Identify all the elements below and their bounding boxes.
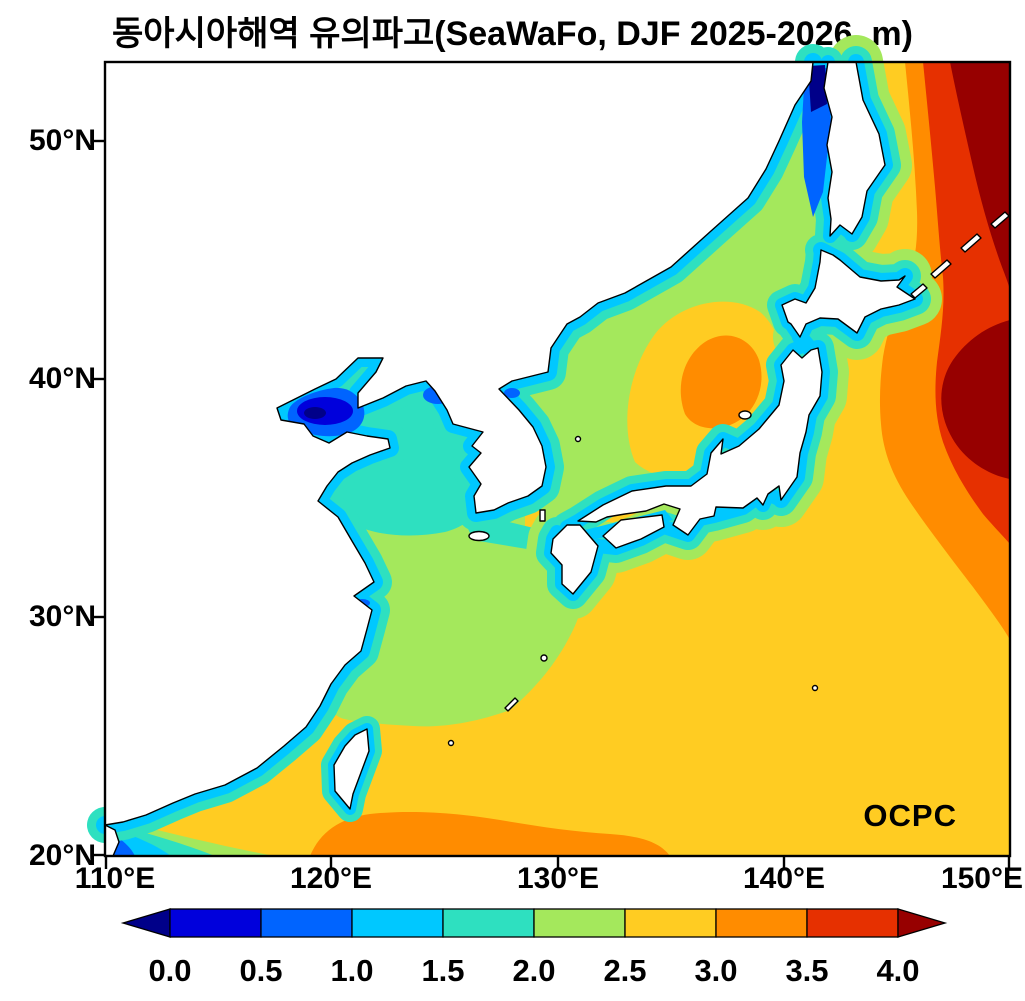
contour-bohai-navy bbox=[304, 407, 326, 419]
colorbar-labels: 0.0 0.5 1.0 1.5 2.0 2.5 3.0 3.5 4.0 bbox=[148, 953, 919, 988]
contour-amur-navy bbox=[808, 65, 827, 112]
land-sakhalin bbox=[823, 61, 886, 237]
colorbar-seg-3.5-4.0 bbox=[806, 908, 899, 938]
contour-ecs-green bbox=[318, 501, 586, 727]
colorbar-arrow-left bbox=[120, 908, 171, 938]
x-tick-label-110e: 110°E bbox=[74, 862, 156, 895]
contour-maroon-corner bbox=[950, 62, 1010, 292]
contour-japansea-orange-core bbox=[680, 335, 762, 429]
colorbar: 0.0 0.5 1.0 1.5 2.0 2.5 3.0 3.5 4.0 bbox=[120, 908, 948, 988]
colorbar-seg-0.0-0.5 bbox=[169, 908, 262, 938]
land-kuril-1 bbox=[910, 283, 928, 299]
colorbar-label-1.0: 1.0 bbox=[330, 953, 373, 988]
colorbar-arrow-right bbox=[897, 908, 948, 938]
land-hokkaido bbox=[781, 249, 916, 338]
colorbar-seg-3.0-3.5 bbox=[715, 908, 808, 938]
contour-maroon-blob bbox=[941, 320, 1010, 479]
landmasses bbox=[104, 61, 1010, 857]
colorbar-seg-1.5-2.0 bbox=[442, 908, 535, 938]
colorbar-seg-2.5-3.0 bbox=[624, 908, 717, 938]
y-tick-label-50n: 50°N bbox=[28, 124, 96, 157]
colorbar-label-0.5: 0.5 bbox=[239, 953, 282, 988]
land-honshu bbox=[577, 347, 823, 536]
land-taiwan bbox=[333, 728, 370, 810]
land-sado bbox=[738, 410, 752, 420]
land-jeju bbox=[468, 530, 490, 542]
land-ulleungdo bbox=[574, 435, 582, 443]
y-tick-label-20n: 20°N bbox=[28, 839, 96, 872]
land-miyako bbox=[447, 739, 455, 747]
colorbar-label-1.5: 1.5 bbox=[421, 953, 464, 988]
plot-frame bbox=[92, 60, 1012, 869]
land-shikoku bbox=[602, 514, 665, 549]
contour-south-orange-strip bbox=[310, 811, 670, 856]
land-amami bbox=[540, 654, 548, 662]
colorbar-label-3.5: 3.5 bbox=[785, 953, 828, 988]
colorbar-label-3.0: 3.0 bbox=[694, 953, 737, 988]
land-tsushima bbox=[539, 509, 546, 522]
colorbar-seg-2.0-2.5 bbox=[533, 908, 626, 938]
land-ogasawara bbox=[811, 684, 819, 692]
land-asia-mainland bbox=[104, 61, 814, 826]
colorbar-label-4.0: 4.0 bbox=[876, 953, 919, 988]
land-kuril-3 bbox=[960, 233, 982, 253]
ocpc-watermark: OCPC bbox=[863, 798, 957, 833]
colorbar-label-0.0: 0.0 bbox=[148, 953, 191, 988]
land-kuril-2 bbox=[930, 259, 952, 279]
land-okinawa bbox=[504, 697, 519, 712]
map-plot: OCPC bbox=[104, 61, 1012, 869]
colorbar-label-2.5: 2.5 bbox=[603, 953, 646, 988]
colorbar-seg-1.0-1.5 bbox=[351, 908, 444, 938]
x-tick-label-150e: 150°E bbox=[940, 862, 1023, 895]
figure-title: 동아시아해역 유의파고(SeaWaFo, DJF 2025-2026, m) bbox=[112, 15, 913, 53]
land-kyushu bbox=[550, 524, 599, 595]
colorbar-seg-0.5-1.0 bbox=[260, 908, 353, 938]
y-tick-label-30n: 30°N bbox=[28, 600, 96, 633]
y-tick-label-40n: 40°N bbox=[28, 362, 96, 395]
contour-wonsan-blue bbox=[504, 388, 520, 398]
colorbar-label-2.0: 2.0 bbox=[512, 953, 555, 988]
